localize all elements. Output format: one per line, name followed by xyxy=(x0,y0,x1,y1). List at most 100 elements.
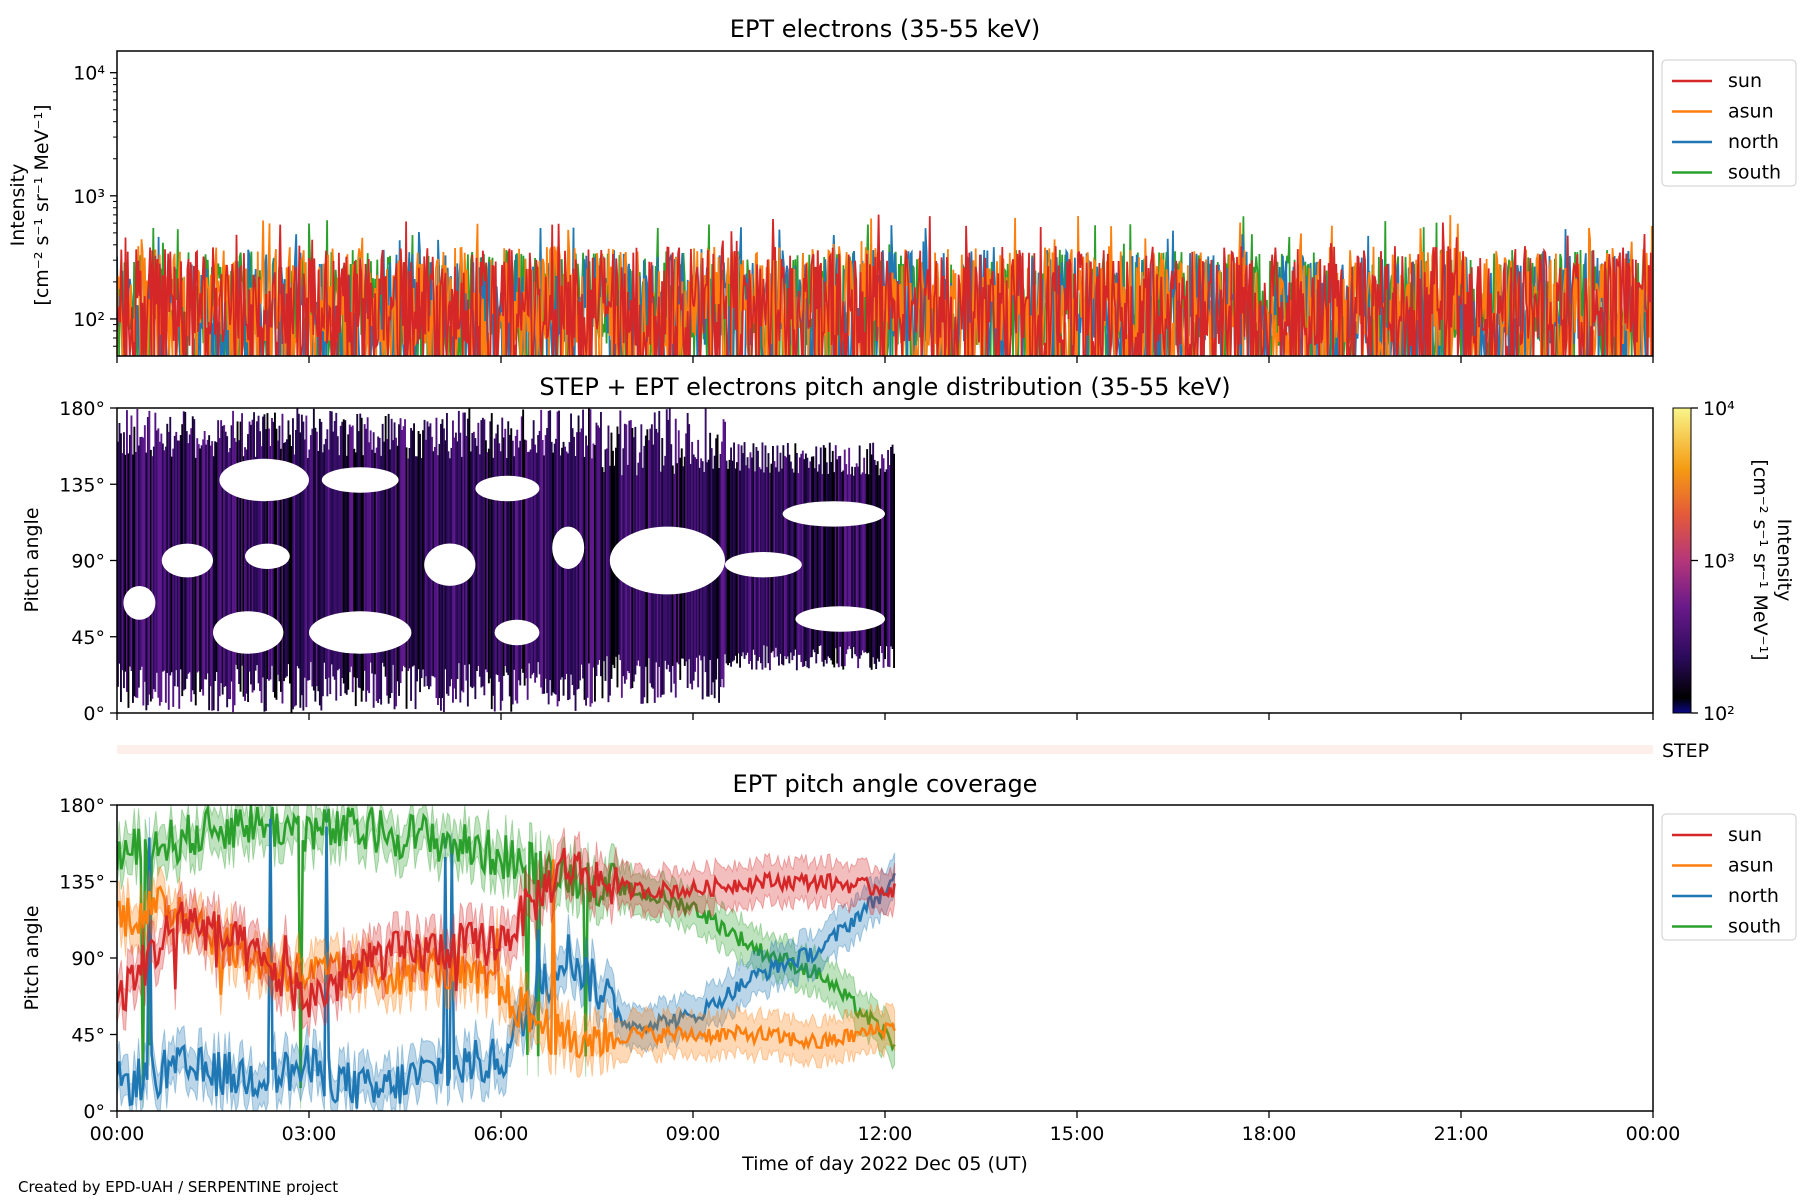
panel-intensity: EPT electrons (35-55 keV) 10² 10³ 10⁴ Inte… xyxy=(7,15,1797,363)
heatmap-column xyxy=(359,413,362,689)
x-tick-label: 06:00 xyxy=(474,1123,529,1145)
heatmap-column xyxy=(214,441,217,681)
heatmap-column xyxy=(724,421,726,655)
heatmap-column xyxy=(317,451,320,692)
panel1-xticks xyxy=(116,356,1654,363)
heatmap-gap xyxy=(795,606,885,632)
heatmap-column xyxy=(477,422,480,666)
heatmap-column xyxy=(833,472,836,668)
heatmap-column xyxy=(562,441,565,696)
y-tick-label: 135° xyxy=(59,474,105,496)
heatmap-column xyxy=(869,443,872,668)
heatmap-column xyxy=(513,456,516,670)
y-tick-label: 10⁴ xyxy=(73,63,105,85)
heatmap-column xyxy=(517,447,520,681)
heatmap-column xyxy=(846,474,849,650)
heatmap-gap xyxy=(219,458,309,502)
heatmap-column xyxy=(881,454,883,654)
heatmap-column xyxy=(348,424,351,673)
heatmap-column xyxy=(544,435,547,679)
heatmap-column xyxy=(132,454,134,703)
heatmap-column xyxy=(490,413,493,710)
heatmap-column xyxy=(552,452,555,693)
heatmap-gap xyxy=(309,611,412,654)
heatmap-column xyxy=(884,471,886,660)
heatmap-column xyxy=(601,467,604,699)
panel3-legend: sun asun north south xyxy=(1661,813,1797,941)
heatmap-column xyxy=(603,472,605,662)
panel2-heatmap xyxy=(117,408,895,713)
heatmap-column xyxy=(863,457,866,653)
heatmap-column xyxy=(860,474,863,656)
heatmap-column xyxy=(395,437,397,707)
heatmap-column xyxy=(224,431,227,687)
heatmap-column xyxy=(369,430,372,663)
heatmap-column xyxy=(414,456,417,710)
heatmap-column xyxy=(393,422,396,710)
heatmap-column xyxy=(407,458,409,671)
heatmap-column xyxy=(487,448,490,684)
heatmap-column xyxy=(220,420,223,684)
heatmap-column xyxy=(157,428,160,698)
heatmap-column xyxy=(308,449,311,681)
heatmap-column xyxy=(366,417,369,691)
x-axis-label: Time of day 2022 Dec 05 (UT) xyxy=(741,1153,1028,1175)
heatmap-column xyxy=(215,442,218,672)
heatmap-column xyxy=(320,421,323,711)
heatmap-column xyxy=(834,445,837,649)
heatmap-column xyxy=(718,468,720,703)
heatmap-column xyxy=(130,415,133,671)
heatmap-gap xyxy=(424,543,476,586)
heatmap-column xyxy=(212,456,215,711)
heatmap-column xyxy=(229,448,232,700)
heatmap-column xyxy=(136,409,139,698)
heatmap-column xyxy=(872,442,875,658)
heatmap-column xyxy=(606,448,608,657)
heatmap-column xyxy=(806,457,809,668)
heatmap-column xyxy=(531,438,534,675)
coverage-line-north xyxy=(117,818,896,1109)
heatmap-column xyxy=(223,425,226,687)
heatmap-column xyxy=(350,426,353,667)
heatmap-column xyxy=(386,439,389,696)
heatmap-column xyxy=(133,426,136,697)
heatmap-column xyxy=(332,431,335,677)
panel1-title: EPT electrons (35-55 keV) xyxy=(730,15,1040,43)
heatmap-column xyxy=(523,439,526,686)
heatmap-column xyxy=(235,441,237,665)
panel3-yticks: 0° 45° 90° 135° 180° xyxy=(59,795,117,1123)
heatmap-column xyxy=(813,468,816,653)
heatmap-column xyxy=(233,438,236,706)
heatmap-column xyxy=(398,424,400,696)
heatmap-column xyxy=(492,457,495,696)
heatmap-column xyxy=(481,417,484,687)
heatmap-column xyxy=(804,453,807,661)
heatmap-column xyxy=(830,462,833,661)
colorbar-tick-label: 10² xyxy=(1703,703,1735,725)
y-tick-label: 0° xyxy=(83,703,105,725)
heatmap-column xyxy=(336,436,339,671)
heatmap-column xyxy=(149,449,152,702)
heatmap-column xyxy=(124,454,127,672)
heatmap-column xyxy=(574,456,577,711)
heatmap-column xyxy=(540,409,543,688)
heatmap-column xyxy=(306,458,309,681)
heatmap-column xyxy=(375,447,378,702)
heatmap-column xyxy=(730,447,732,667)
heatmap-column xyxy=(160,433,163,702)
heatmap-column xyxy=(140,436,143,667)
heatmap-column xyxy=(549,410,552,681)
heatmap-column xyxy=(227,452,230,699)
heatmap-column xyxy=(256,421,258,666)
heatmap-column xyxy=(134,452,137,698)
heatmap-column xyxy=(297,413,300,669)
heatmap-column xyxy=(607,425,610,703)
heatmap-column xyxy=(420,458,423,679)
panel2-xticks xyxy=(116,713,1654,720)
heatmap-column xyxy=(786,443,789,657)
heatmap-column xyxy=(410,428,412,701)
heatmap-column xyxy=(302,421,305,711)
heatmap-column xyxy=(597,425,599,665)
heatmap-column xyxy=(866,449,869,654)
heatmap-column xyxy=(226,436,229,708)
